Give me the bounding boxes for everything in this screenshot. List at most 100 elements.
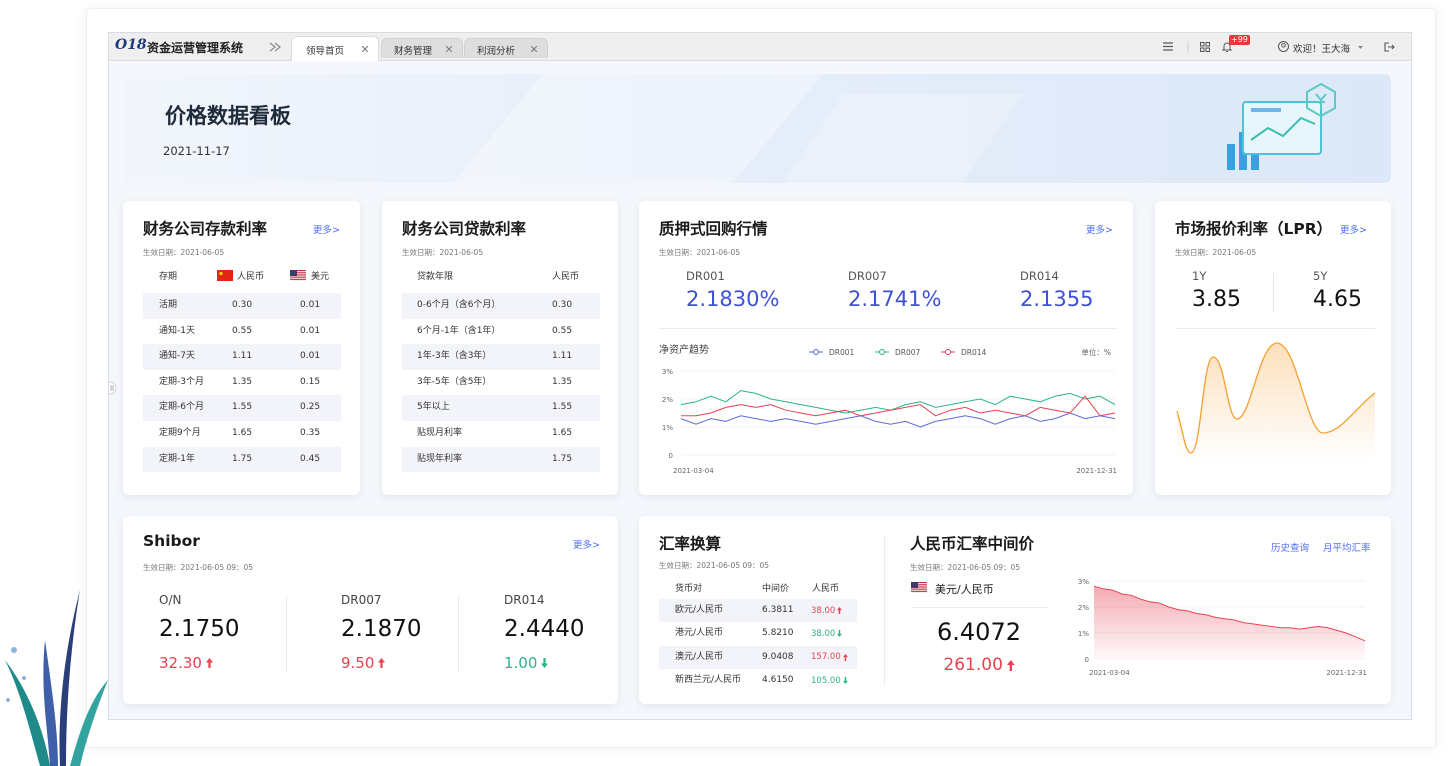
effective-date: 生效日期：2021-06-05 09：05 (143, 563, 254, 572)
effective-date: 生效日期：2021-06-05 (402, 248, 484, 257)
more-link[interactable]: 更多> (1340, 225, 1367, 236)
row-band (402, 395, 600, 421)
row-band (659, 645, 857, 669)
quote-name: DR007 (848, 269, 887, 283)
tab[interactable]: 利润分析 (464, 38, 548, 58)
x-tick-label: 2021-12-31 (1076, 467, 1117, 475)
notification-badge[interactable]: +99 (1229, 35, 1250, 45)
arrow-shape (1006, 659, 1015, 671)
quote-name: DR001 (686, 269, 725, 283)
arrow-shape (842, 653, 848, 661)
wave-line (1176, 342, 1376, 454)
table-cell: 38.00 (811, 599, 843, 622)
banner-date: 2021-11-17 (163, 144, 230, 158)
row-band (143, 344, 341, 370)
table-cell: 定期-1年 (159, 453, 195, 464)
flag-star (219, 271, 223, 276)
table-header: 人民币 (237, 272, 265, 282)
arrow-shape (837, 630, 843, 638)
table-header: 美元 (311, 272, 330, 282)
icon-cell (1200, 42, 1205, 47)
table-cell: 活期 (159, 300, 178, 310)
table-cell: 0.55 (232, 325, 253, 336)
deposit-card: 财务公司存款利率 更多> 生效日期：2021-06-05 存期 人民币 美元 活期 0.30 0… (123, 201, 360, 495)
plant-decoration (5, 590, 108, 766)
table-cell: 6个月-1年（含1年） (417, 325, 501, 336)
change-value: 105.00 (811, 675, 841, 686)
row-band (402, 446, 600, 473)
logout-shape (1384, 42, 1395, 52)
table-cell: 0.45 (300, 453, 321, 464)
table-header: 贷款年限 (417, 272, 454, 282)
y-tick-label: 2% (662, 396, 673, 404)
series-line (680, 390, 1116, 414)
tab[interactable]: 财务管理 (381, 38, 463, 58)
divider (458, 596, 459, 672)
tab[interactable]: 领导首页 (291, 36, 379, 61)
table-cell: 港元/人民币 (675, 628, 724, 639)
close-shape (362, 46, 368, 52)
currency-pair: 美元/人民币 (935, 583, 994, 596)
more-link[interactable]: 更多> (573, 540, 600, 551)
system-name: 资金运营管理系统 (147, 41, 244, 55)
item-value: 2.4440 (504, 616, 585, 642)
chart-title: 净资产趋势 (659, 343, 709, 356)
x-tick-label: 2021-03-04 (1089, 669, 1130, 677)
divider (911, 607, 1047, 608)
change-arrow (541, 658, 549, 668)
table-cell: 贴现月利率 (417, 428, 463, 438)
user-icon (1278, 41, 1289, 52)
user-circle (1278, 41, 1289, 52)
table-cell: 4.6150 (762, 674, 794, 685)
quote-value: 3.85 (1192, 287, 1241, 312)
table-cell: 0.01 (300, 325, 321, 336)
banner-title: 价格数据看板 (165, 104, 291, 128)
change-arrow (837, 630, 843, 638)
tab-close (531, 46, 537, 52)
more-link[interactable]: 更多> (313, 225, 340, 236)
card-title: 财务公司存款利率 (143, 220, 268, 238)
icon-shape (269, 42, 281, 52)
link[interactable]: 历史查询 (1271, 543, 1310, 554)
change-value: 157.00 (811, 652, 841, 663)
tab-label: 领导首页 (306, 46, 345, 57)
change-arrow (837, 607, 843, 615)
table-cell: 38.00 (811, 622, 843, 645)
chart-unit: 单位：% (1081, 347, 1111, 357)
user-head (1281, 43, 1286, 48)
table-cell: 1.55 (552, 402, 573, 413)
table-cell: 1年-3年（含3年） (417, 351, 492, 362)
table-cell: 1.11 (552, 351, 573, 362)
legend-marker (879, 349, 885, 355)
link[interactable]: 月平均汇率 (1323, 543, 1371, 554)
table-cell: 105.00 (811, 669, 848, 692)
table-cell: 定期-6个月 (159, 402, 204, 413)
effective-date: 生效日期：2021-06-05 (659, 248, 741, 257)
flag-stripe (911, 587, 927, 589)
table-cell: 通知-1天 (159, 325, 195, 336)
table-cell: 定期-3个月 (159, 376, 204, 387)
item-value: 2.1750 (159, 616, 240, 642)
change-arrow (378, 658, 386, 668)
series-line (681, 395, 1116, 417)
table-cell: 6.3811 (762, 605, 794, 615)
item-change: 1.00 (504, 654, 549, 672)
flag-cn (217, 270, 233, 281)
arrow-shape (378, 658, 386, 668)
table-cell: 3年-5年（含5年） (417, 376, 492, 387)
row-band (402, 293, 600, 319)
more-link[interactable]: 更多> (1086, 225, 1113, 236)
flag-stripe (290, 271, 306, 273)
table-cell: 0.01 (300, 351, 321, 362)
table-cell: 贴现年利率 (417, 453, 463, 464)
bell-icon (1222, 42, 1232, 52)
table-cell: 0.30 (552, 300, 573, 310)
quote-value: 2.1741% (848, 287, 942, 311)
x-tick-label: 2021-12-31 (1326, 669, 1367, 677)
table-cell: 1.35 (552, 376, 573, 387)
welcome-text[interactable]: 欢迎！王大海 (1293, 44, 1351, 55)
item-name: DR014 (504, 593, 545, 607)
table-cell: 1.75 (552, 453, 573, 464)
divider (659, 328, 1117, 329)
x-tick-label: 2021-03-04 (673, 467, 714, 475)
